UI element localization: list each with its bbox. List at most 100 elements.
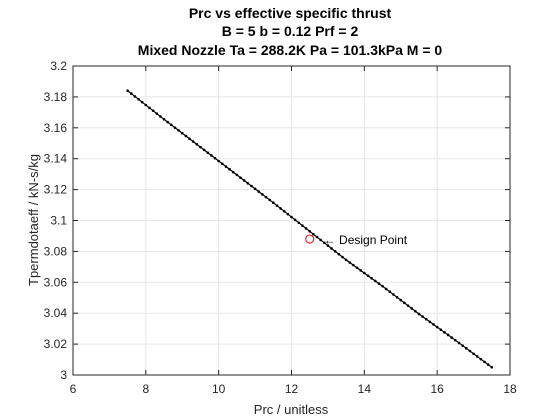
series-point (224, 165, 228, 168)
series-point (202, 148, 206, 152)
series-point (472, 352, 475, 356)
series-point (231, 170, 235, 174)
series-point (457, 341, 461, 345)
series-point (424, 317, 428, 321)
series-point (352, 263, 355, 267)
y-tick-label: 3.12 (44, 183, 68, 197)
series-point (286, 212, 290, 216)
series-point (155, 112, 159, 115)
series-point (140, 100, 144, 104)
series-point (465, 347, 468, 350)
series-point (290, 215, 293, 219)
series-point (395, 295, 399, 299)
series-point (126, 89, 129, 93)
x-tick-label: 10 (212, 382, 226, 396)
series-point (301, 224, 304, 227)
series-point (279, 207, 282, 210)
grid-lines (73, 66, 510, 375)
series-point (195, 143, 199, 146)
series-point (355, 266, 359, 270)
y-tick-label: 3.2 (50, 59, 67, 73)
series-point (308, 230, 312, 233)
series-point (133, 95, 137, 98)
series-point (421, 315, 424, 318)
series-point (239, 176, 242, 180)
series-point (319, 238, 322, 242)
series-point (159, 115, 162, 118)
chart-title-line-3: Mixed Nozzle Ta = 288.2K Pa = 101.3kPa M… (138, 42, 443, 58)
series-point (454, 338, 457, 342)
series-point (275, 204, 279, 207)
x-tick-label: 18 (503, 382, 517, 396)
series-point (148, 106, 151, 110)
series-point (370, 276, 373, 280)
x-axis-label: Prc / unitless (254, 402, 329, 417)
series-point (406, 304, 410, 307)
series-point (479, 357, 483, 361)
series-point (213, 156, 217, 160)
y-tick-label: 3.02 (44, 337, 68, 351)
series-point (206, 151, 210, 154)
series-point (129, 92, 133, 95)
series-point (388, 290, 392, 294)
y-tick-label: 3.08 (44, 244, 68, 258)
x-tick-label: 14 (358, 382, 372, 396)
series-point (304, 227, 308, 230)
y-tick-label: 3.14 (44, 152, 68, 166)
chart-title-line-1: Prc vs effective specific thrust (189, 5, 392, 21)
series-point (228, 168, 231, 171)
series-point (410, 307, 413, 310)
series-point (326, 244, 330, 247)
series-point (483, 360, 486, 364)
series-point (366, 274, 370, 277)
axis-ticks: 6 8 10 12 14 16 18 3 3.02 3.04 3.06 3.08 3.1 3.12 3.14… (44, 59, 517, 396)
series-point (253, 187, 257, 191)
series-point (414, 309, 417, 313)
series-point (191, 140, 195, 143)
series-point (180, 131, 184, 135)
series-point (217, 159, 220, 163)
y-axis-label: Tpermdotaeff / kN-s/kg (26, 154, 41, 286)
series-point (221, 162, 224, 166)
series-point (373, 279, 377, 283)
series-point (446, 333, 450, 337)
series-point (297, 221, 301, 225)
series-point (184, 134, 188, 138)
series-point (170, 123, 173, 127)
y-tick-label: 3 (60, 368, 67, 382)
y-tick-label: 3.16 (44, 121, 68, 135)
series-point (264, 195, 268, 199)
series-point (322, 241, 326, 245)
series-point (435, 325, 439, 329)
series-point (403, 301, 406, 305)
series-point (450, 336, 454, 339)
series-point (363, 271, 366, 275)
y-tick-label: 3.06 (44, 275, 68, 289)
series-point (468, 349, 472, 353)
series-point (293, 218, 297, 222)
series-point (257, 190, 261, 193)
series-point (268, 198, 271, 202)
series-point (250, 184, 253, 188)
y-tick-label: 3.18 (44, 90, 68, 104)
series-point (151, 109, 155, 113)
chart-title: Prc vs effective specific thrust B = 5 b… (138, 5, 443, 58)
series-point (210, 154, 213, 157)
y-tick-label: 3.1 (50, 214, 67, 228)
x-tick-label: 8 (142, 382, 149, 396)
x-tick-label: 12 (285, 382, 299, 396)
series-point (173, 126, 177, 129)
series-point (162, 118, 166, 121)
series-point (475, 355, 479, 358)
series-point (235, 173, 239, 177)
series-point (377, 282, 381, 285)
series-point (348, 261, 352, 264)
annotations: ← Design Point (305, 233, 408, 247)
series-point (271, 201, 275, 205)
x-tick-label: 16 (430, 382, 444, 396)
series-point (428, 320, 432, 324)
series-point (344, 258, 348, 262)
series-point (137, 97, 140, 101)
series-point (439, 328, 443, 332)
